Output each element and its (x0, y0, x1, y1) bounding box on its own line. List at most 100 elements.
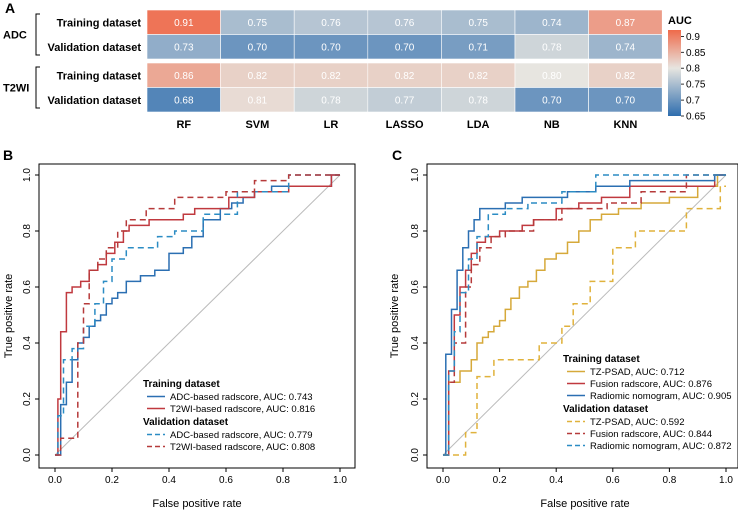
heatmap-cell-value: 0.71 (468, 42, 488, 53)
roc-curve (55, 174, 340, 456)
roc-curve (443, 174, 726, 456)
heatmap-cell-value: 0.70 (395, 42, 415, 53)
y-tick-label: 0.4 (22, 336, 33, 350)
x-tick-label: 1.0 (719, 475, 733, 486)
y-tick-label: 1.0 (22, 168, 33, 182)
heatmap-row-labels: Training dataset Validation dataset Traini… (47, 17, 141, 107)
heatmap-cell-value: 0.78 (542, 42, 562, 53)
colorbar-tick-label: 0.9 (686, 32, 700, 43)
roc-curve (443, 174, 726, 456)
legend-entry: T2WI-based radscore, AUC: 0.816 (170, 404, 315, 415)
heatmap-cell (588, 34, 663, 60)
legend-entry: Fusion radscore, AUC: 0.876 (590, 379, 712, 390)
heatmap-cell (220, 62, 295, 88)
heatmap-cell-value: 0.74 (542, 18, 562, 29)
heatmap-cell (514, 62, 589, 88)
heatmap-column-label: KNN (613, 119, 637, 131)
heatmap-cell-value: 0.75 (248, 18, 268, 29)
heatmap-cell-value: 0.75 (468, 18, 488, 29)
roc-panel-c: 0.0 0.2 0.4 0.6 0.8 1.0 0.0 0.2 0.4 0.6 0.8 1.0 Fal… (389, 163, 738, 510)
reference-diagonal (54, 174, 341, 456)
x-tick-label: 0.4 (549, 475, 563, 486)
heatmap-cell-value: 0.77 (395, 95, 415, 106)
heatmap-row-label: Training dataset (57, 70, 142, 82)
roc-curve (443, 174, 726, 456)
legend-entry: TZ-PSAD, AUC: 0.712 (590, 367, 685, 378)
roc-b-series (55, 174, 340, 456)
heatmap-cell-value: 0.70 (248, 42, 268, 53)
heatmap-cell-value: 0.87 (616, 18, 636, 29)
heatmap-cell (146, 9, 221, 35)
legend-entry: Fusion radscore, AUC: 0.844 (590, 429, 712, 440)
legend-entry: Radiomic nomogram, AUC: 0.905 (590, 391, 732, 402)
panel-label-a: A (5, 0, 15, 16)
heatmap-cell (367, 87, 442, 113)
heatmap-cell-value: 0.82 (395, 71, 415, 82)
roc-c-ylabel: True positive rate (389, 274, 401, 359)
heatmap-cell (588, 62, 663, 88)
heatmap-cell (514, 87, 589, 113)
heatmap-cell (514, 9, 589, 35)
heatmap-cell-value: 0.82 (248, 71, 268, 82)
y-tick-label: 0.6 (410, 280, 421, 294)
heatmap-cell-value: 0.91 (174, 18, 194, 29)
heatmap-cell (514, 34, 589, 60)
heatmap-cell-value: 0.73 (174, 42, 194, 53)
heatmap-cell (220, 9, 295, 35)
legend-entry: TZ-PSAD, AUC: 0.592 (590, 417, 685, 428)
heatmap-cell-value: 0.82 (321, 71, 341, 82)
heatmap-group-bracket (35, 66, 40, 109)
heatmap-cell-value: 0.81 (248, 95, 268, 106)
roc-b-axes: 0.0 0.2 0.4 0.6 0.8 1.0 0.0 0.2 0.4 0.6 0.8 1.0 (22, 163, 356, 486)
y-tick-label: 0.0 (22, 448, 33, 462)
heatmap-cell (146, 34, 221, 60)
plot-frame (426, 163, 738, 469)
heatmap-group-label: T2WI (3, 83, 29, 95)
roc-curve (443, 174, 726, 456)
heatmap-panel-a: 0.91 0.75 0.76 0.76 0.75 0.74 0.870.73 0.70 0.70… (3, 9, 706, 131)
y-tick-label: 0.4 (410, 336, 421, 350)
x-tick-label: 0.0 (436, 475, 450, 486)
heatmap-column-labels: RF SVM LR LASSO LDA NB KNN (176, 119, 637, 131)
panel-label-c: C (392, 147, 402, 163)
colorbar-tick-label: 0.7 (686, 96, 700, 107)
y-tick-label: 0.8 (410, 224, 421, 238)
heatmap-cell (293, 9, 369, 35)
heatmap-cell (441, 34, 516, 60)
x-tick-label: 0.8 (662, 475, 676, 486)
heatmap-row-label: Validation dataset (47, 95, 141, 107)
heatmap-cell-value: 0.78 (321, 95, 341, 106)
colorbar-gradient (668, 30, 681, 116)
heatmap-cell (293, 34, 369, 60)
roc-b-legend: Training dataset ADC-based radscore, AUC:… (143, 379, 315, 453)
x-tick-label: 0.2 (105, 475, 119, 486)
panel-label-b: B (3, 147, 13, 163)
x-tick-label: 1.0 (333, 475, 347, 486)
x-tick-label: 0.6 (606, 475, 620, 486)
legend-entry: T2WI-based radscore, AUC: 0.808 (170, 442, 315, 453)
heatmap-group-label: ADC (3, 30, 27, 42)
heatmap-cell-value: 0.76 (395, 18, 415, 29)
heatmap-column-label: LR (324, 119, 339, 131)
legend-heading: Training dataset (563, 354, 640, 365)
y-tick-label: 0.6 (22, 280, 33, 294)
heatmap-cell (441, 62, 516, 88)
heatmap-cell-value: 0.74 (616, 42, 636, 53)
colorbar-title: AUC (668, 15, 692, 27)
heatmap-cell (367, 62, 442, 88)
reference-diagonal (442, 174, 727, 456)
y-tick-label: 0.2 (410, 392, 421, 406)
heatmap-cell-value: 0.82 (468, 71, 488, 82)
x-tick-label: 0.6 (219, 475, 233, 486)
legend-heading: Validation dataset (143, 417, 229, 428)
roc-b-xlabel: False positive rate (152, 498, 241, 510)
heatmap-cell-value: 0.78 (468, 95, 488, 106)
heatmap-row-label: Training dataset (57, 17, 142, 29)
heatmap-cell-value: 0.80 (542, 71, 562, 82)
legend-entry: ADC-based radscore, AUC: 0.779 (170, 430, 313, 441)
heatmap-cell-value: 0.76 (321, 18, 341, 29)
roc-curve (55, 174, 340, 456)
heatmap-row-label: Validation dataset (47, 42, 141, 54)
heatmap-column-label: RF (176, 119, 191, 131)
